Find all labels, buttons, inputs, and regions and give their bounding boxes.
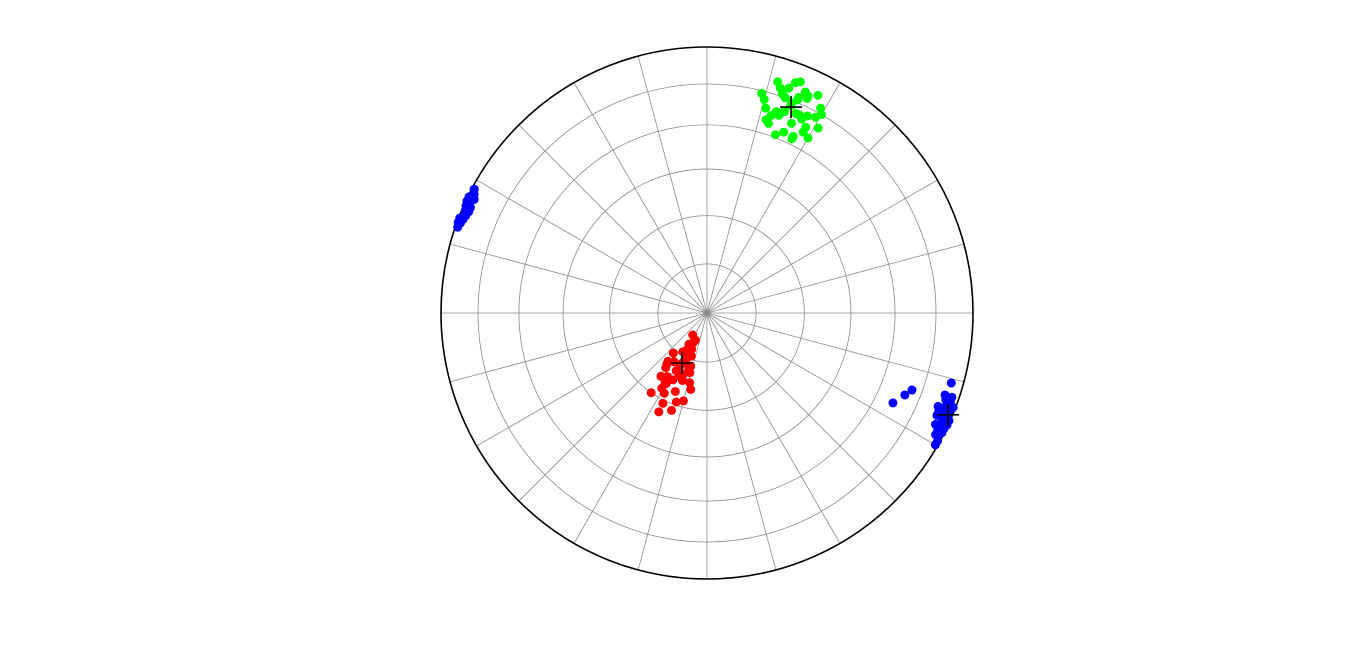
point bbox=[813, 90, 823, 100]
point bbox=[469, 184, 479, 194]
point bbox=[791, 108, 801, 118]
point bbox=[803, 91, 813, 101]
point bbox=[757, 88, 767, 98]
grid-spoke bbox=[706, 312, 896, 502]
point bbox=[900, 390, 910, 400]
point bbox=[907, 385, 917, 395]
grid-spoke bbox=[476, 179, 708, 314]
grid-spoke bbox=[637, 55, 708, 314]
grid-spoke bbox=[449, 312, 708, 383]
point bbox=[930, 440, 940, 450]
mean-cross bbox=[780, 96, 803, 119]
point bbox=[770, 130, 780, 140]
point bbox=[816, 103, 826, 113]
point bbox=[810, 112, 820, 122]
point bbox=[888, 398, 898, 408]
grid-spoke bbox=[706, 312, 965, 383]
point bbox=[937, 417, 947, 427]
grid-spoke bbox=[706, 312, 841, 544]
point bbox=[465, 203, 475, 213]
point bbox=[685, 378, 695, 388]
point bbox=[671, 397, 681, 407]
point bbox=[663, 356, 673, 366]
point bbox=[803, 133, 813, 143]
point bbox=[686, 351, 696, 361]
point bbox=[937, 428, 947, 438]
point bbox=[942, 400, 952, 410]
point bbox=[690, 335, 700, 345]
point bbox=[786, 118, 796, 128]
grid-spoke bbox=[706, 124, 896, 314]
point bbox=[766, 111, 776, 121]
grid-spoke bbox=[449, 243, 708, 314]
point bbox=[773, 77, 783, 87]
point bbox=[684, 339, 694, 349]
point bbox=[779, 127, 789, 137]
point bbox=[686, 361, 696, 371]
point bbox=[947, 392, 957, 402]
point bbox=[453, 217, 463, 227]
point bbox=[794, 92, 804, 102]
point bbox=[761, 103, 771, 113]
point bbox=[678, 396, 688, 406]
point bbox=[788, 131, 798, 141]
point bbox=[686, 385, 696, 395]
point bbox=[813, 123, 823, 133]
grid-spoke bbox=[706, 179, 938, 314]
point bbox=[780, 93, 790, 103]
point bbox=[670, 386, 680, 396]
grid-spoke bbox=[706, 312, 777, 571]
point bbox=[467, 193, 477, 203]
point bbox=[946, 378, 956, 388]
point bbox=[802, 111, 812, 121]
grid-spoke bbox=[573, 82, 708, 314]
mean-cross bbox=[937, 403, 960, 426]
grid-spoke bbox=[518, 124, 708, 314]
point bbox=[654, 407, 664, 417]
point bbox=[795, 77, 805, 87]
grid-spoke bbox=[476, 312, 708, 447]
grid-spoke bbox=[518, 312, 708, 502]
point bbox=[658, 398, 668, 408]
grid-spoke bbox=[706, 312, 938, 447]
point bbox=[646, 388, 656, 398]
point bbox=[764, 118, 774, 128]
point bbox=[779, 107, 789, 117]
grid-spoke bbox=[706, 243, 965, 314]
mean-cross bbox=[670, 352, 693, 375]
point bbox=[934, 406, 944, 416]
point bbox=[801, 122, 811, 132]
point bbox=[659, 388, 669, 398]
point bbox=[667, 405, 677, 415]
point bbox=[940, 390, 950, 400]
point bbox=[784, 83, 794, 93]
point bbox=[668, 348, 678, 358]
outer-circle bbox=[440, 46, 974, 580]
point bbox=[660, 378, 670, 388]
